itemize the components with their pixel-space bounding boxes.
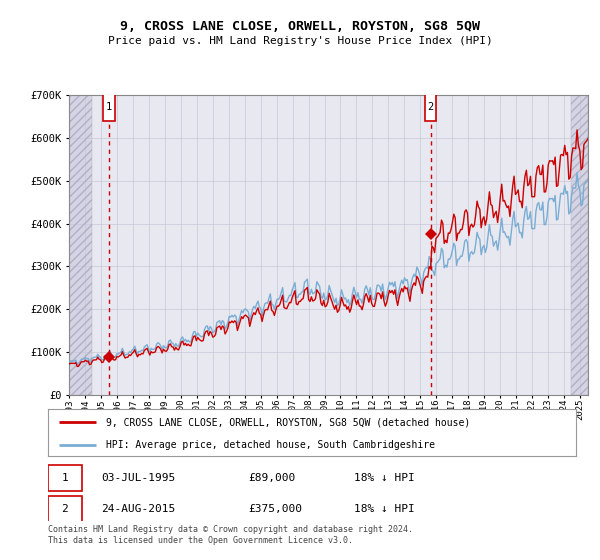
Text: £375,000: £375,000 — [248, 504, 302, 514]
Text: Contains HM Land Registry data © Crown copyright and database right 2024.
This d: Contains HM Land Registry data © Crown c… — [48, 525, 413, 545]
Text: 1: 1 — [62, 473, 68, 483]
Text: 18% ↓ HPI: 18% ↓ HPI — [354, 473, 415, 483]
Text: 1: 1 — [106, 102, 112, 112]
Bar — [69, 95, 92, 395]
Text: 24-AUG-2015: 24-AUG-2015 — [101, 504, 175, 514]
Text: £89,000: £89,000 — [248, 473, 296, 483]
FancyBboxPatch shape — [48, 496, 82, 522]
Text: 18% ↓ HPI: 18% ↓ HPI — [354, 504, 415, 514]
Bar — [571, 95, 588, 395]
Text: HPI: Average price, detached house, South Cambridgeshire: HPI: Average price, detached house, Sout… — [106, 440, 435, 450]
Text: 2: 2 — [62, 504, 68, 514]
FancyBboxPatch shape — [103, 94, 115, 121]
Text: Price paid vs. HM Land Registry's House Price Index (HPI): Price paid vs. HM Land Registry's House … — [107, 36, 493, 46]
Bar — [571, 95, 588, 395]
FancyBboxPatch shape — [425, 94, 436, 121]
Text: 9, CROSS LANE CLOSE, ORWELL, ROYSTON, SG8 5QW: 9, CROSS LANE CLOSE, ORWELL, ROYSTON, SG… — [120, 20, 480, 32]
Text: 9, CROSS LANE CLOSE, ORWELL, ROYSTON, SG8 5QW (detached house): 9, CROSS LANE CLOSE, ORWELL, ROYSTON, SG… — [106, 417, 470, 427]
FancyBboxPatch shape — [48, 465, 82, 491]
Bar — [69, 95, 92, 395]
Text: 2: 2 — [428, 102, 434, 112]
Text: 03-JUL-1995: 03-JUL-1995 — [101, 473, 175, 483]
